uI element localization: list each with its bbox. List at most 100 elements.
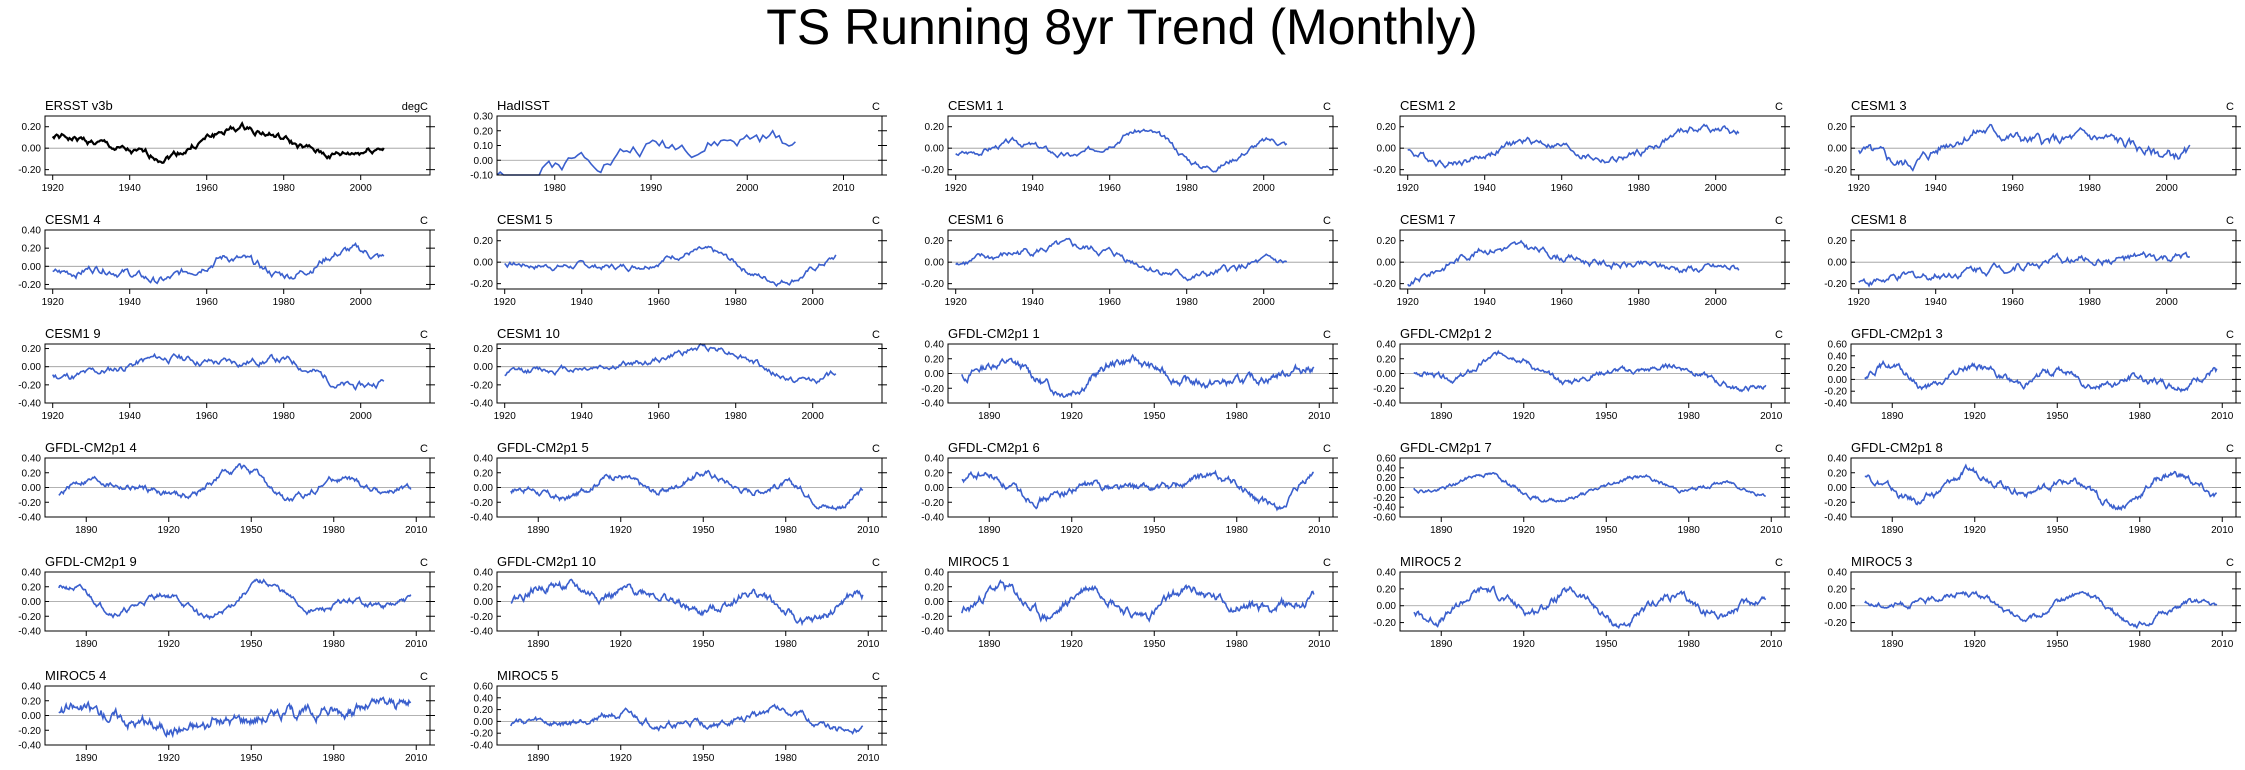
- panel-units: C: [1323, 557, 1331, 569]
- panel-miroc5-5: MIROC5 5 C 0.600.400.200.00-0.20-0.40 1890 1…: [470, 668, 887, 764]
- y-tick-label: -0.40: [1824, 513, 1847, 524]
- y-tick-label: 0.00: [22, 483, 42, 494]
- panel-units: C: [420, 671, 428, 683]
- panel-gfdl-cm2p1-9: GFDL-CM2p1 9 C 0.40 0.20 0.00 -0.20 -0.40 1890 1…: [18, 554, 435, 650]
- y-tick-label: 0.40: [22, 682, 42, 693]
- y-tick-label: -0.20: [18, 165, 41, 176]
- y-tick-label: 0.00: [1828, 483, 1848, 494]
- plot-frame: [1399, 229, 1786, 290]
- x-tick-label: 1920: [610, 525, 633, 536]
- x-tick-label: 2000: [1705, 297, 1728, 308]
- panel-gfdl-cm2p1-7: GFDL-CM2p1 7 C 0.600.400.200.00-0.20-0.40-…: [1373, 440, 1790, 536]
- x-tick-label: 1940: [1474, 183, 1497, 194]
- figure-title: TS Running 8yr Trend (Monthly): [766, 0, 1477, 55]
- x-tick-label: 1940: [1925, 297, 1948, 308]
- panel-title: GFDL-CM2p1 9: [45, 554, 137, 569]
- y-tick-label: -0.40: [18, 399, 41, 410]
- plot-frame: [44, 343, 431, 404]
- y-tick-label: -0.20: [470, 380, 493, 391]
- x-tick-label: 1980: [323, 753, 346, 764]
- x-tick-label: 2000: [1253, 297, 1276, 308]
- y-tick-label: -0.20: [921, 279, 944, 290]
- plot-frame: [496, 685, 883, 746]
- panel-gfdl-cm2p1-5: GFDL-CM2p1 5 C 0.40 0.20 0.00 -0.20 -0.40 1890 1…: [470, 440, 887, 536]
- y-tick-label: -0.40: [1373, 503, 1396, 514]
- x-tick-label: 1950: [692, 525, 715, 536]
- panel-units: C: [872, 215, 880, 227]
- x-tick-label: 1980: [1628, 183, 1651, 194]
- series-line-cesm1-7: [1407, 239, 1740, 287]
- series-line-gfdl-cm2p1-7: [1413, 471, 1766, 503]
- panel-units: C: [1775, 215, 1783, 227]
- y-tick-label: 0.10: [474, 141, 494, 152]
- y-tick-label: 0.20: [1377, 584, 1397, 595]
- x-tick-label: 1890: [1430, 525, 1453, 536]
- panel-title: CESM1 1: [948, 98, 1004, 113]
- x-tick-label: 1940: [119, 183, 142, 194]
- x-tick-label: 1950: [1143, 639, 1166, 650]
- y-tick-label: 0.00: [1828, 601, 1848, 612]
- x-tick-label: 1960: [2002, 183, 2025, 194]
- x-tick-label: 2000: [2156, 183, 2179, 194]
- y-tick-label: -0.20: [1824, 387, 1847, 398]
- x-tick-label: 1890: [1430, 639, 1453, 650]
- y-tick-label: 0.40: [22, 568, 42, 579]
- plot-frame: [947, 115, 1334, 176]
- plot-frame: [1850, 115, 2237, 176]
- x-tick-label: 1920: [1964, 639, 1987, 650]
- y-tick-label: -0.20: [1373, 493, 1396, 504]
- x-tick-label: 1920: [1397, 297, 1420, 308]
- x-tick-label: 1920: [1513, 411, 1536, 422]
- panel-gfdl-cm2p1-2: GFDL-CM2p1 2 C 0.40 0.20 0.00 -0.20 -0.40 1890 1…: [1373, 326, 1790, 422]
- x-tick-label: 1990: [640, 183, 663, 194]
- x-tick-label: 1980: [1678, 525, 1701, 536]
- y-tick-label: -0.60: [1373, 513, 1396, 524]
- y-tick-label: -0.20: [1373, 618, 1396, 629]
- y-tick-label: -0.20: [18, 612, 41, 623]
- panel-units: C: [1775, 101, 1783, 113]
- series-line-cesm1-6: [955, 237, 1288, 282]
- y-tick-label: 0.00: [1377, 601, 1397, 612]
- panel-miroc5-3: MIROC5 3 C 0.40 0.20 0.00 -0.20 1890 1920 1950 19…: [1824, 554, 2241, 650]
- x-tick-label: 2010: [1308, 525, 1331, 536]
- y-tick-label: 0.20: [925, 236, 945, 247]
- plot-frame: [1399, 571, 1786, 632]
- panel-units: C: [2226, 215, 2234, 227]
- panel-title: MIROC5 2: [1400, 554, 1461, 569]
- x-tick-label: 1940: [1474, 297, 1497, 308]
- series-line-miroc5-4: [58, 696, 412, 739]
- x-tick-label: 1920: [158, 639, 181, 650]
- y-tick-label: 0.20: [474, 582, 494, 593]
- panel-units: C: [1323, 329, 1331, 341]
- x-tick-label: 2000: [1253, 183, 1276, 194]
- x-tick-label: 2000: [802, 411, 825, 422]
- y-tick-label: -0.40: [18, 741, 41, 752]
- x-tick-label: 1950: [2046, 639, 2069, 650]
- panel-gfdl-cm2p1-3: GFDL-CM2p1 3 C 0.600.400.200.00-0.20-0.40 1…: [1824, 326, 2241, 422]
- panel-units: C: [1775, 557, 1783, 569]
- panel-units: C: [872, 671, 880, 683]
- x-tick-label: 1920: [494, 411, 517, 422]
- x-tick-label: 1980: [725, 411, 748, 422]
- x-tick-label: 1920: [42, 411, 65, 422]
- x-tick-label: 1890: [1881, 639, 1904, 650]
- x-tick-label: 1980: [544, 183, 567, 194]
- panel-units: C: [2226, 101, 2234, 113]
- x-tick-label: 1960: [648, 411, 671, 422]
- x-tick-label: 1920: [1061, 411, 1084, 422]
- y-tick-label: -0.40: [1373, 399, 1396, 410]
- y-tick-label: 0.20: [925, 354, 945, 365]
- plot-frame: [1850, 571, 2237, 632]
- y-tick-label: 0.40: [1828, 454, 1848, 465]
- x-tick-label: 1960: [196, 183, 219, 194]
- x-tick-label: 1960: [1551, 183, 1574, 194]
- y-tick-label: 0.20: [474, 468, 494, 479]
- panel-title: CESM1 10: [497, 326, 560, 341]
- panel-units: C: [420, 443, 428, 455]
- y-tick-label: 0.20: [22, 122, 42, 133]
- panel-units: C: [1323, 101, 1331, 113]
